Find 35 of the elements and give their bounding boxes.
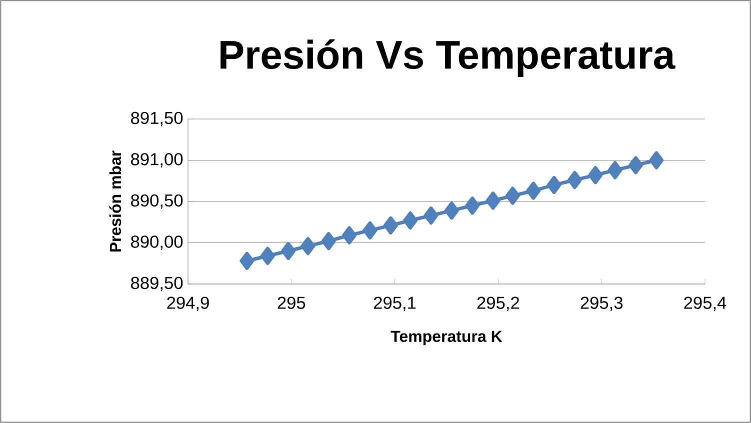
point <box>444 201 459 220</box>
x-tick-label: 295,2 <box>477 296 520 312</box>
point <box>403 211 418 230</box>
x-tick-label: 294,9 <box>167 296 209 312</box>
point <box>362 221 378 240</box>
y-tick-label: 890,00 <box>131 236 183 250</box>
point <box>260 246 275 266</box>
y-tick-label: 891,50 <box>131 112 183 126</box>
point <box>628 156 643 174</box>
point <box>588 166 603 184</box>
y-tick-label: 891,00 <box>131 153 183 168</box>
x-tick-label: 295,4 <box>684 296 726 312</box>
x-tick-label: 295,1 <box>374 296 416 312</box>
point <box>281 242 296 260</box>
chart-title: Presión Vs Temperatura <box>220 39 676 77</box>
point <box>505 186 520 205</box>
y-tick-label: 889,50 <box>131 276 183 292</box>
point <box>526 182 541 200</box>
point <box>567 170 582 190</box>
point <box>546 176 562 194</box>
x-tick-label: 295 <box>278 296 306 309</box>
point <box>342 226 357 244</box>
point <box>300 236 316 256</box>
point <box>608 161 622 180</box>
point <box>383 216 398 234</box>
y-tick-label: 890,50 <box>131 194 183 209</box>
point <box>486 192 500 210</box>
point <box>424 206 438 225</box>
x-tick-label: 295,3 <box>580 296 623 312</box>
point <box>649 151 664 170</box>
y-axis-title: Presión mbar <box>109 150 122 252</box>
point <box>240 252 254 270</box>
x-axis-title: Temperatura K <box>390 330 502 346</box>
point <box>465 196 480 215</box>
point <box>321 232 336 250</box>
